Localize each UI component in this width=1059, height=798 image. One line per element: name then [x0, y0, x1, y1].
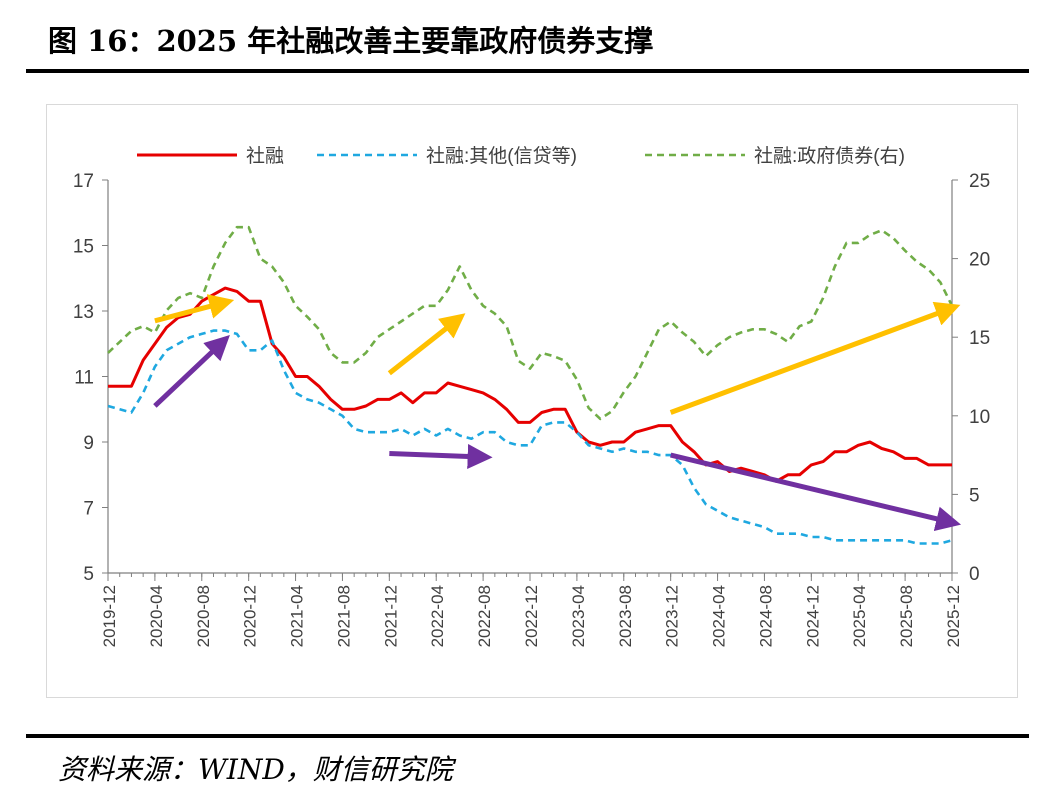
x-tick-label: 2025-08 [897, 585, 916, 647]
x-tick-label: 2024-04 [710, 585, 729, 647]
figure-title: 图 16：2025 年社融改善主要靠政府债券支撑 [48, 24, 654, 58]
x-tick-label: 2021-12 [381, 585, 400, 647]
x-tick-label: 2023-12 [663, 585, 682, 647]
annotation-arrow-purple [670, 452, 962, 532]
annotation-arrow-yellow [154, 294, 235, 324]
x-tick-label: 2021-04 [288, 585, 307, 647]
x-tick-label: 2020-12 [241, 585, 260, 647]
legend-label-3: 社融:政府债券(右) [754, 145, 905, 167]
legend-label-2: 社融:其他(信贷等) [426, 145, 577, 167]
series-line-1 [108, 286, 952, 483]
series-line-3 [107, 225, 954, 421]
left-tick-label: 5 [83, 564, 94, 585]
x-tick-label: 2024-12 [803, 585, 822, 647]
x-tick-label: 2024-08 [756, 585, 775, 647]
source-note: 资料来源：WIND，财信研究院 [58, 753, 453, 786]
annotation-arrow-purple [153, 335, 230, 408]
right-tick-label: 20 [969, 250, 990, 271]
right-tick-label: 0 [969, 564, 980, 585]
x-tick-label: 2022-04 [428, 585, 447, 647]
series-line-2 [107, 329, 953, 545]
top-rule [26, 69, 1029, 73]
left-tick-label: 7 [83, 499, 94, 520]
annotation-arrow-yellow [387, 313, 466, 376]
x-tick-label: 2021-08 [334, 585, 353, 647]
right-tick-label: 25 [969, 171, 990, 192]
right-tick-label: 10 [969, 407, 990, 428]
x-tick-label: 2025-12 [944, 585, 963, 647]
chart-frame: 5 7 9 11 13 15 17 0 5 10 15 20 25 2019-12 2020-04 2020-… [46, 104, 1018, 698]
left-tick-label: 13 [73, 302, 94, 323]
annotation-arrow-yellow [669, 301, 961, 415]
x-tick-label: 2020-04 [147, 585, 166, 647]
right-tick-label: 5 [969, 485, 980, 506]
chart: 5 7 9 11 13 15 17 0 5 10 15 20 25 2019-12 2020-04 2020-… [73, 145, 990, 647]
x-tick-label: 2022-12 [522, 585, 541, 647]
x-tick-label: 2023-08 [616, 585, 635, 647]
x-tick-label: 2025-04 [850, 585, 869, 647]
x-tick-label: 2020-08 [194, 585, 213, 647]
x-tick-label: 2019-12 [100, 585, 119, 647]
x-tick-label: 2022-08 [475, 585, 494, 647]
left-tick-label: 15 [73, 237, 94, 258]
annotation-arrow-purple [389, 443, 493, 469]
right-tick-label: 15 [969, 328, 990, 349]
left-tick-label: 11 [74, 368, 94, 389]
bottom-rule [26, 734, 1029, 738]
left-tick-label: 9 [83, 433, 94, 454]
left-tick-label: 17 [73, 171, 94, 192]
legend-label-1: 社融 [246, 145, 284, 167]
x-tick-label: 2023-04 [569, 585, 588, 647]
